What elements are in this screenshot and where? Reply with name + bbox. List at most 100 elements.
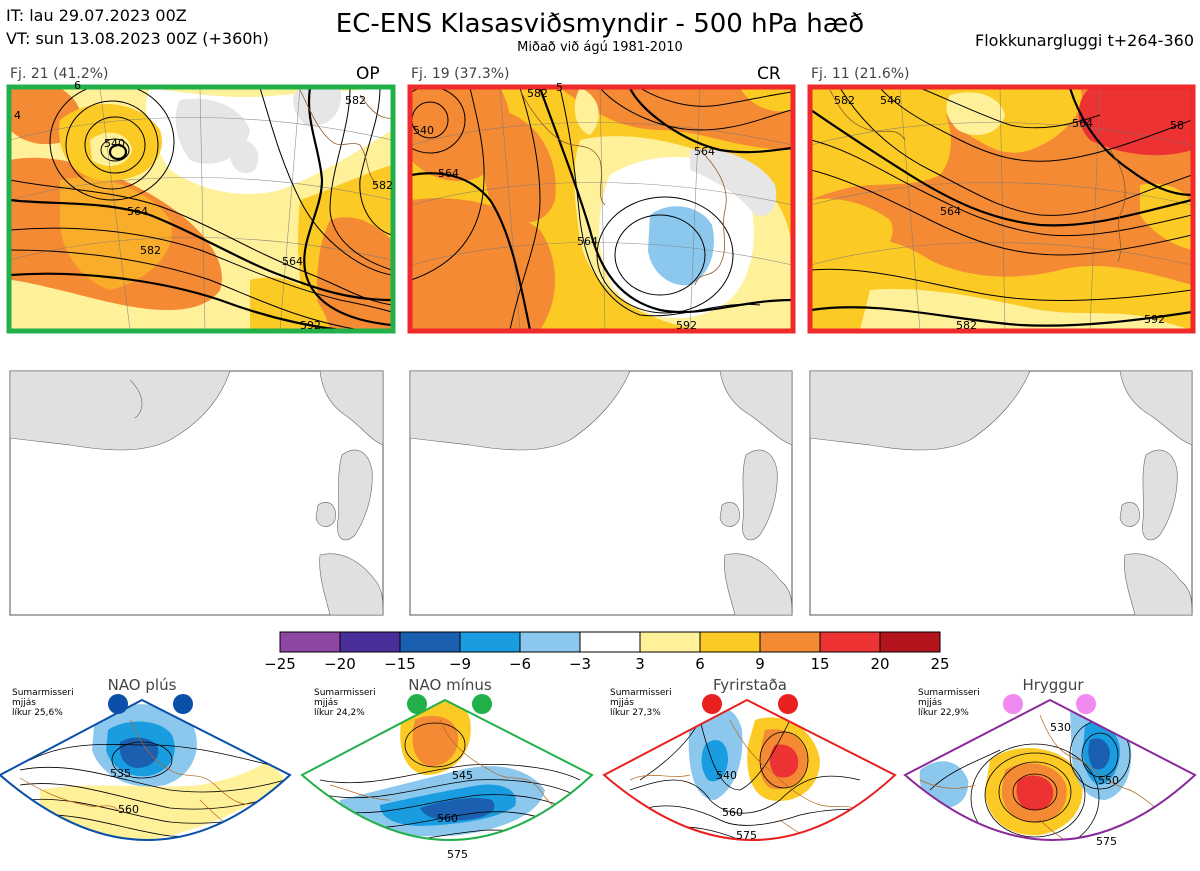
colorbar-swatch <box>399 631 461 653</box>
contour-label: 592 <box>300 319 321 332</box>
colorbar-tick-label: 20 <box>870 655 890 673</box>
regime-3-info: Sumarmisseri mjjás líkur 27,3% <box>610 688 672 718</box>
colorbar-tick-label: 15 <box>810 655 830 673</box>
colorbar-swatch <box>279 631 341 653</box>
contour-label: 564 <box>438 167 459 180</box>
contour-label: 560 <box>118 803 139 816</box>
colorbar-swatch <box>699 631 761 653</box>
regime-4-title: Hryggur <box>1022 676 1084 694</box>
blank-map-1 <box>9 370 384 616</box>
regime-4-frame <box>903 698 1197 841</box>
colorbar-swatch <box>459 631 521 653</box>
colorbar-swatch <box>879 631 941 653</box>
regime-1-frame <box>0 698 292 841</box>
colorbar-tick-label: 9 <box>755 655 765 673</box>
blank-map-3 <box>809 370 1193 616</box>
regime-3-map <box>602 694 897 841</box>
contour-label: 575 <box>447 848 468 861</box>
colorbar-swatch <box>639 631 701 653</box>
contour-label: 540 <box>413 124 434 137</box>
contour-label: 560 <box>437 812 458 825</box>
contour-label: 575 <box>1096 835 1117 848</box>
cluster-2-frame <box>407 84 796 334</box>
colorbar-swatch <box>819 631 881 653</box>
regime-1-map <box>0 694 292 841</box>
contour-label: 582 <box>140 244 161 257</box>
cluster-window: Flokkunargluggi t+264-360 <box>975 31 1194 50</box>
regime-2-dot-2 <box>472 694 492 714</box>
contour-label: 564 <box>127 205 148 218</box>
colorbar-tick-label: −9 <box>448 655 472 673</box>
contour-label: 4 <box>14 109 21 122</box>
contour-label: 530 <box>1050 721 1071 734</box>
contour-label: 540 <box>104 137 125 150</box>
contour-label: 546 <box>880 94 901 107</box>
colorbar-swatch <box>519 631 581 653</box>
contour-label: 582 <box>345 94 366 107</box>
cluster-2-tag: CR <box>757 64 781 84</box>
contour-label: 582 <box>372 179 393 192</box>
contour-label: 550 <box>1098 774 1119 787</box>
cluster-3-frame <box>807 84 1196 334</box>
colorbar-tick-label: −6 <box>508 655 532 673</box>
regime-2-frame <box>300 698 594 841</box>
colorbar-tick-label: −25 <box>264 655 296 673</box>
contour-label: 535 <box>110 767 131 780</box>
colorbar-tick-label: 6 <box>695 655 705 673</box>
colorbar-tick-label: 25 <box>930 655 950 673</box>
cluster-1-label: Fj. 21 (41.2%) <box>10 66 109 82</box>
regime-1-dot-2 <box>173 694 193 714</box>
regime-2-dot-1 <box>407 694 427 714</box>
regime-1-title: NAO plús <box>107 676 177 694</box>
regime-3-dot-1 <box>702 694 722 714</box>
contour-label: 592 <box>676 319 697 332</box>
regime-3-frame <box>602 698 897 841</box>
contour-label: 582 <box>527 87 548 100</box>
cluster-1-frame <box>6 84 396 334</box>
valid-time: VT: sun 13.08.2023 00Z (+360h) <box>6 29 269 48</box>
colorbar-tick-label: −20 <box>324 655 356 673</box>
regime-4-map <box>903 694 1197 841</box>
regime-4-dot-2 <box>1076 694 1096 714</box>
regime-2-title: NAO mínus <box>408 676 492 694</box>
colorbar-swatch <box>759 631 821 653</box>
regime-3-dot-2 <box>778 694 798 714</box>
contour-label: 564 <box>282 255 303 268</box>
regime-1-dot-1 <box>108 694 128 714</box>
colorbar-swatch <box>339 631 401 653</box>
contour-label: 564 <box>694 145 715 158</box>
colorbar-tick-label: 3 <box>635 655 645 673</box>
regime-4-dot-1 <box>1003 694 1023 714</box>
contour-label: 582 <box>956 319 977 332</box>
contour-label: 6 <box>74 79 81 92</box>
regime-1-info: Sumarmisseri mjjás líkur 25,6% <box>12 688 74 718</box>
regime-2-info: Sumarmisseri mjjás líkur 24,2% <box>314 688 376 718</box>
initial-time: IT: lau 29.07.2023 00Z <box>6 6 187 25</box>
colorbar-tick-label: −15 <box>384 655 416 673</box>
contour-label: 582 <box>834 94 855 107</box>
contour-label: 58 <box>1170 119 1184 132</box>
colorbar <box>279 631 941 653</box>
colorbar-swatch <box>579 631 641 653</box>
cluster-2-label: Fj. 19 (37.3%) <box>411 66 510 82</box>
regime-2-map <box>300 694 594 841</box>
cluster-1-tag: OP <box>356 64 380 84</box>
contour-label: 564 <box>940 205 961 218</box>
contour-label: 560 <box>722 806 743 819</box>
page-title: EC-ENS Klasasviðsmyndir - 500 hPa hæð <box>335 9 865 39</box>
contour-label: 5 <box>556 81 563 94</box>
cluster-3-map <box>811 88 1192 330</box>
contour-label: 575 <box>736 829 757 842</box>
blank-map-2 <box>409 370 793 616</box>
contour-label: 564 <box>577 235 598 248</box>
contour-label: 564 <box>1072 117 1093 130</box>
regime-3-title: Fyrirstaða <box>713 676 787 694</box>
contour-label: 540 <box>716 769 737 782</box>
cluster-1-map <box>10 88 392 330</box>
cluster-2-map <box>411 88 792 330</box>
regime-4-info: Sumarmisseri mjjás líkur 22,9% <box>918 688 980 718</box>
cluster-3-label: Fj. 11 (21.6%) <box>811 66 910 82</box>
contour-label: 545 <box>452 769 473 782</box>
colorbar-tick-label: −3 <box>568 655 592 673</box>
